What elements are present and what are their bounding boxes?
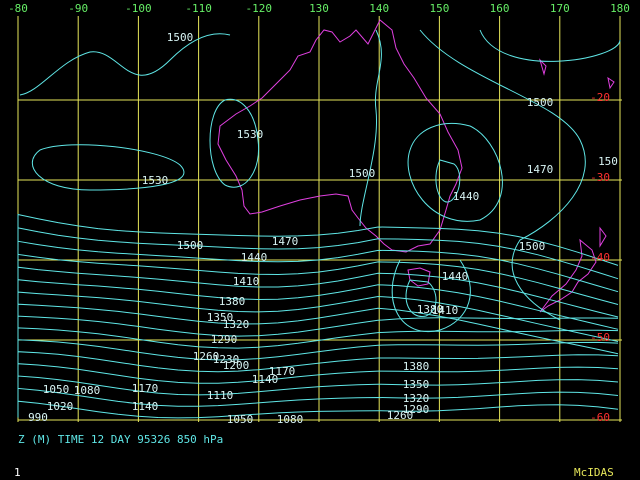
contour-label: 1380	[417, 303, 444, 316]
contour-label: 1530	[237, 128, 264, 141]
longitude-label: 160	[490, 2, 510, 15]
caption: Z (M) TIME 12 DAY 95326 850 hPa	[18, 433, 223, 446]
contour-label: 1500	[527, 96, 554, 109]
contour-line	[17, 400, 619, 419]
contour-label: 1230	[213, 353, 240, 366]
contour-label: 1320	[223, 318, 250, 331]
contour-line	[435, 159, 461, 203]
contour-label: 1350	[207, 311, 234, 324]
brand: McIDAS	[574, 466, 614, 479]
latitude-label: -50	[590, 331, 610, 344]
contour-label: 1050	[43, 383, 70, 396]
contour-line	[17, 279, 619, 330]
australia-coast	[217, 19, 463, 253]
contour-line	[391, 259, 471, 332]
contour-line	[407, 122, 503, 222]
contour-line	[359, 29, 382, 227]
contour-line	[17, 327, 619, 349]
contour-label: 150	[598, 155, 618, 168]
contour-label: 1320	[403, 392, 430, 405]
islands-coast	[538, 58, 615, 90]
contour-label: 1470	[527, 163, 554, 176]
contour-line	[479, 29, 621, 62]
contour-label: 1530	[142, 174, 169, 187]
contour-label: 1020	[47, 400, 74, 413]
contour-label: 1500	[167, 31, 194, 44]
contour-line	[19, 33, 231, 96]
contour-label: 1380	[403, 360, 430, 373]
contour-line	[17, 213, 619, 266]
contour-label: 1080	[277, 413, 304, 426]
contour-line	[17, 266, 619, 318]
contour-line	[405, 279, 437, 317]
longitude-label: -80	[8, 2, 28, 15]
contour-label: 1440	[453, 190, 480, 203]
contour-line	[17, 227, 619, 280]
latitude-label: -60	[590, 411, 610, 424]
longitude-label: -110	[185, 2, 212, 15]
contour-label: 1140	[132, 400, 159, 413]
contour-line	[419, 29, 586, 321]
contour-label: 1080	[74, 384, 101, 397]
latitude-label: -40	[590, 251, 610, 264]
contour-line	[17, 387, 619, 407]
contour-label: 1500	[177, 239, 204, 252]
contour-line	[209, 98, 260, 188]
longitude-label: 130	[309, 2, 329, 15]
longitude-label: 180	[610, 2, 630, 15]
labels: -80 -90 -100 -110 -120 130 140 150 160 170 180 -20 -…	[8, 2, 630, 426]
contour-label: 1260	[387, 409, 414, 422]
longitude-label: 170	[550, 2, 570, 15]
contour-label: 1500	[349, 167, 376, 180]
contour-label: 1290	[211, 333, 238, 346]
new-zealand-coast	[539, 226, 607, 313]
contour-label: 1410	[432, 304, 459, 317]
longitude-label: 140	[369, 2, 389, 15]
contour-label: 1140	[252, 373, 279, 386]
contour-line	[17, 253, 619, 305]
contour-label: 1110	[207, 389, 234, 402]
contours	[17, 29, 621, 419]
frame-number: 1	[14, 466, 21, 479]
contour-label: 1200	[223, 359, 250, 372]
contour-label: 1440	[442, 270, 469, 283]
contour-label: 1500	[519, 240, 546, 253]
latitude-label: -30	[590, 171, 610, 184]
longitude-label: 150	[429, 2, 449, 15]
contour-label: 1170	[132, 382, 159, 395]
contour-line	[17, 363, 619, 384]
contour-label: 1410	[233, 275, 260, 288]
contour-line	[17, 240, 619, 293]
longitude-label: -100	[125, 2, 152, 15]
contour-label: 1380	[219, 295, 246, 308]
contour-line	[31, 144, 185, 191]
contour-label: 1440	[241, 251, 268, 264]
contour-label: 1050	[227, 413, 254, 426]
contour-line	[17, 339, 619, 361]
contour-label: 1470	[272, 235, 299, 248]
contour-line	[17, 315, 619, 337]
contour-line	[17, 351, 619, 373]
latitude-label: -20	[590, 91, 610, 104]
contour-label: 1290	[403, 403, 430, 416]
longitude-label: -90	[68, 2, 88, 15]
contour-label: 1170	[269, 365, 296, 378]
contour-label: 1260	[193, 350, 220, 363]
coastlines	[217, 19, 615, 313]
contour-line	[17, 375, 619, 396]
longitude-label: -120	[246, 2, 273, 15]
contour-label: 1350	[403, 378, 430, 391]
contour-label: 990	[28, 411, 48, 424]
